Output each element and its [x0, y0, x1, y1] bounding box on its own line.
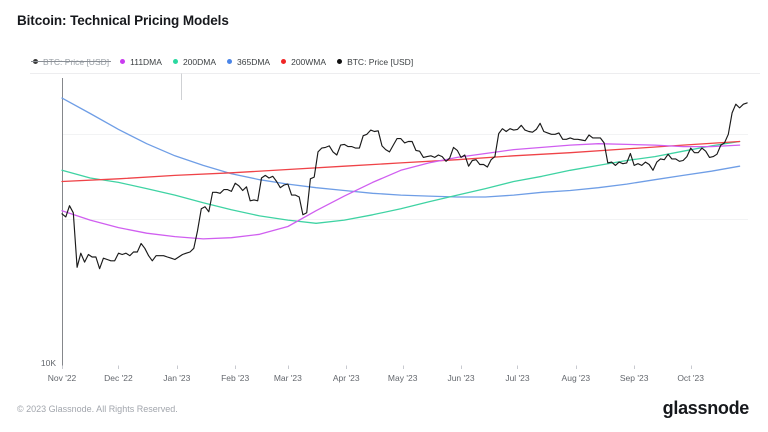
- x-tick-label: Jun '23: [447, 373, 474, 383]
- x-tick-label: Jul '23: [505, 373, 530, 383]
- legend-item-label: 200DMA: [182, 56, 217, 67]
- x-tick-label: Oct '23: [677, 373, 704, 383]
- x-tick-label: Apr '23: [333, 373, 360, 383]
- series-line-dma111: [61, 143, 741, 240]
- x-tick-label: May '23: [388, 373, 418, 383]
- x-tick-label: Feb '23: [221, 373, 249, 383]
- legend-item-label: 111DMA: [130, 56, 162, 67]
- series-line-btc-price: [61, 102, 748, 270]
- series-line-dma365: [61, 97, 741, 198]
- legend-item-btc-price-usd[interactable]: BTC: Price [USD]: [30, 56, 112, 68]
- legend-item-btc-price-usd[interactable]: BTC: Price [USD]: [337, 56, 413, 68]
- x-tick-label: Aug '23: [562, 373, 591, 383]
- x-tick-label: Nov '22: [48, 373, 77, 383]
- series-line-dma200: [61, 140, 741, 224]
- series-line-wma200: [61, 140, 741, 183]
- legend-item-200dma[interactable]: 200DMA: [172, 56, 217, 68]
- legend-item-200wma[interactable]: 200WMA: [281, 56, 326, 68]
- x-tick-label: Jan '23: [163, 373, 190, 383]
- x-tick-label: Sep '23: [620, 373, 649, 383]
- legend-item-365dma[interactable]: 365DMA: [227, 56, 270, 68]
- x-tick-label: Mar '23: [274, 373, 302, 383]
- legend-dot: [337, 59, 343, 64]
- chart-legend: BTC: Price [USD] 111DMA 200DMA 365DMA 200WMA…: [30, 55, 413, 68]
- legend-dot: [172, 59, 178, 64]
- legend-item-label: BTC: Price [USD]: [347, 56, 414, 67]
- copyright-text: © 2023 Glassnode. All Rights Reserved.: [17, 404, 178, 414]
- legend-dot: [120, 59, 126, 64]
- x-tick-label: Dec '22: [104, 373, 133, 383]
- page-title: Bitcoin: Technical Pricing Models: [17, 13, 229, 28]
- legend-dot: [281, 59, 287, 64]
- glassnode-logo[interactable]: glassnode: [662, 398, 750, 418]
- legend-item-label: 200WMA: [291, 56, 327, 67]
- legend-dot: [227, 59, 233, 64]
- legend-item-label: 365DMA: [237, 56, 271, 67]
- y-tick-label: 10K: [41, 358, 56, 368]
- legend-item-111dma[interactable]: 111DMA: [120, 56, 162, 68]
